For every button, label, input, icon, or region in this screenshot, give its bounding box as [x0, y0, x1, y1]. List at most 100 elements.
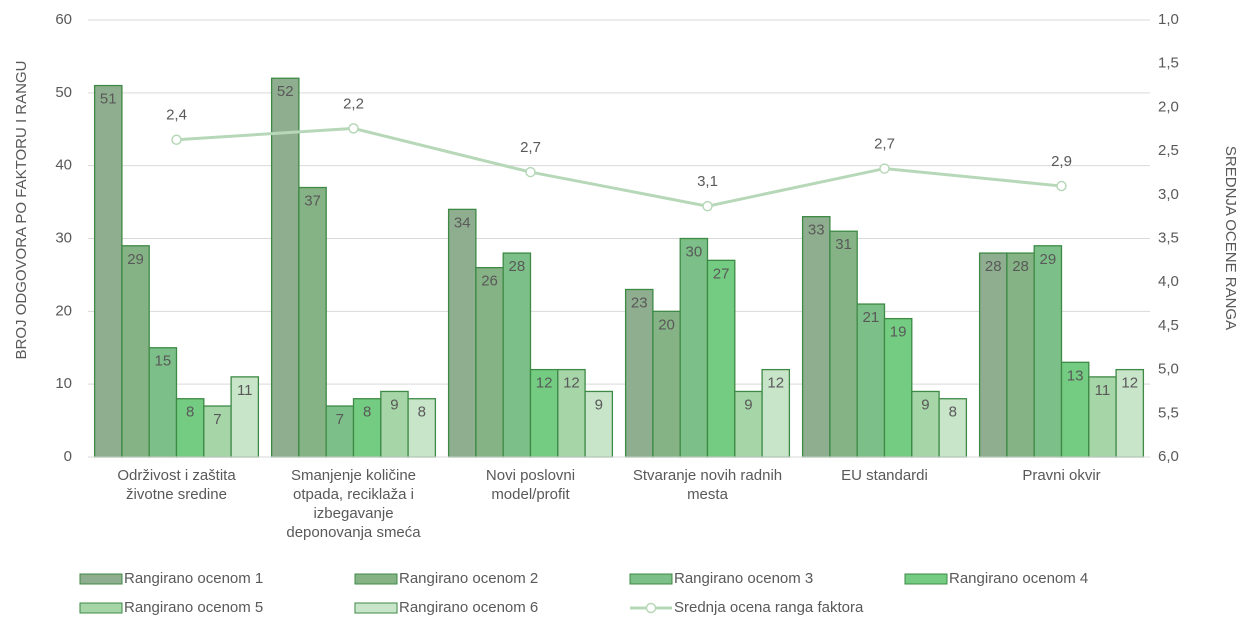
y2-axis-title: SREDNJA OCENE RANGA	[1222, 146, 1239, 330]
bar	[502, 252, 532, 458]
y2-tick-label: 1,5	[1158, 55, 1179, 72]
data-label: 29	[127, 251, 144, 268]
y2-tick-label: 6,0	[1158, 448, 1179, 465]
y-tick-label: 20	[55, 302, 72, 319]
data-label: 9	[595, 396, 603, 413]
data-label: 9	[390, 396, 398, 413]
data-label: 26	[481, 273, 498, 290]
bar	[679, 237, 709, 458]
data-label: 28	[985, 258, 1002, 275]
bar	[856, 303, 886, 458]
legend-label: Rangirano ocenom 4	[949, 570, 1088, 587]
bar	[706, 259, 736, 458]
bar	[475, 266, 504, 458]
bar	[1033, 245, 1063, 458]
y2-tick-label: 5,0	[1158, 361, 1179, 378]
data-label: 2,9	[1051, 153, 1072, 170]
line-marker	[171, 134, 182, 145]
x-tick-label: Održivost i zaštita životne sredine	[117, 467, 236, 503]
data-label: 11	[237, 382, 253, 399]
data-label: 31	[835, 236, 852, 253]
legend-swatch	[79, 602, 123, 614]
data-label: 11	[1095, 382, 1111, 399]
bar	[230, 376, 260, 458]
bar	[121, 245, 150, 458]
x-tick-label: EU standardi	[841, 467, 928, 484]
line-marker	[702, 200, 713, 212]
data-label: 27	[713, 265, 730, 282]
y-tick-label: 30	[55, 229, 72, 246]
legend-label: Rangirano ocenom 5	[124, 599, 263, 616]
data-label: 19	[890, 324, 907, 341]
legend-swatch	[354, 573, 398, 585]
legend-label: Rangirano ocenom 3	[674, 570, 813, 587]
data-label: 12	[536, 375, 553, 392]
y-tick-label: 50	[55, 84, 72, 101]
bar	[557, 368, 586, 458]
bar	[829, 230, 858, 458]
bar	[978, 252, 1008, 458]
data-label: 28	[509, 258, 526, 275]
bar	[1006, 252, 1035, 458]
bar	[801, 215, 831, 458]
bar	[352, 398, 382, 458]
y-axis-title: BROJ ODGOVORA PO FAKTORU I RANGU	[13, 61, 30, 360]
x-tick-label: Stvaranje novih radnih mesta	[632, 467, 783, 503]
x-tick-label: Novi poslovni model/profit	[485, 467, 576, 503]
legend-label: Rangirano ocenom 2	[399, 570, 538, 587]
data-label: 9	[744, 396, 752, 413]
data-label: 23	[631, 294, 648, 311]
data-label: 7	[213, 411, 221, 428]
bar	[447, 208, 477, 458]
bar	[407, 398, 437, 458]
bar	[93, 84, 123, 458]
y2-tick-label: 1,0	[1158, 11, 1179, 28]
bar	[529, 368, 559, 458]
data-label: 20	[658, 316, 675, 333]
legend-swatch	[629, 573, 673, 585]
data-label: 33	[808, 222, 825, 239]
y2-tick-label: 4,0	[1158, 273, 1179, 290]
data-label: 21	[863, 309, 880, 326]
data-label: 12	[1121, 375, 1138, 392]
data-label: 2,7	[520, 139, 541, 156]
data-label: 15	[155, 353, 172, 370]
line-marker	[1056, 180, 1067, 192]
y-tick-label: 10	[55, 375, 72, 392]
data-label: 12	[767, 375, 784, 392]
y2-tick-label: 5,5	[1158, 404, 1179, 421]
line-marker	[879, 163, 890, 174]
legend-swatch	[79, 573, 123, 585]
data-label: 51	[100, 91, 117, 108]
x-tick-label: Pravni okvir	[1022, 467, 1101, 484]
bar	[938, 398, 968, 458]
bar	[584, 390, 614, 458]
bar	[148, 347, 178, 458]
bar	[624, 288, 654, 458]
legend-label: Srednja ocena ranga faktora	[674, 599, 864, 616]
y2-tick-label: 4,5	[1158, 317, 1179, 334]
data-label: 37	[304, 192, 321, 209]
data-label: 8	[418, 404, 426, 421]
y2-tick-label: 2,0	[1158, 98, 1179, 115]
data-label: 9	[921, 396, 929, 413]
bar	[1088, 376, 1117, 458]
data-label: 12	[563, 375, 580, 392]
data-label: 13	[1067, 367, 1084, 384]
x-tick-label: Smanjenje količine otpada, reciklaža i i…	[286, 467, 421, 541]
data-label: 3,1	[697, 173, 718, 190]
y2-tick-label: 3,0	[1158, 186, 1179, 203]
data-label: 30	[686, 243, 703, 260]
bar	[298, 186, 327, 458]
y2-tick-label: 2,5	[1158, 142, 1179, 159]
data-label: 8	[949, 404, 957, 421]
data-label: 28	[1012, 258, 1029, 275]
data-label: 2,4	[166, 107, 187, 124]
data-label: 8	[186, 404, 194, 421]
data-label: 2,7	[874, 136, 895, 153]
data-label: 52	[277, 83, 294, 100]
bar	[325, 405, 355, 458]
line	[176, 126, 1062, 208]
